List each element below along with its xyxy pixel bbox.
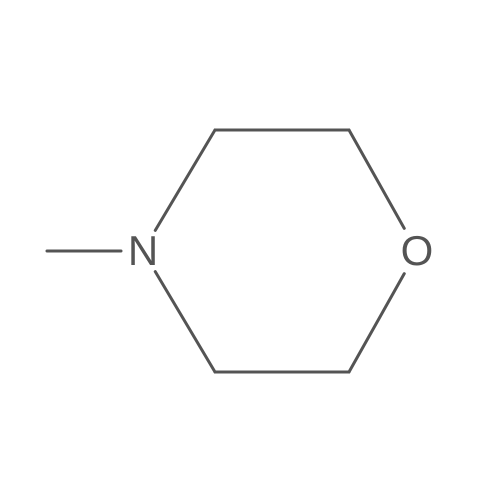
bond [155, 130, 215, 230]
bond [349, 274, 404, 372]
bond [155, 272, 215, 372]
bond [349, 130, 404, 228]
atom-label-n: N [128, 230, 158, 272]
atom-label-o: O [401, 230, 434, 272]
chemical-structure-canvas: NO [0, 0, 500, 500]
